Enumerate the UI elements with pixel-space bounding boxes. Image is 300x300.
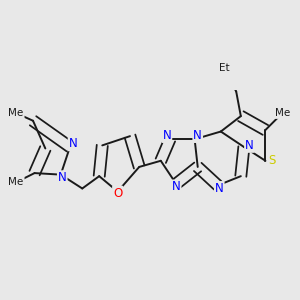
Text: S: S bbox=[268, 154, 276, 167]
Text: Me: Me bbox=[8, 177, 24, 187]
Text: Et: Et bbox=[219, 63, 229, 74]
Text: Me: Me bbox=[275, 108, 290, 118]
Text: N: N bbox=[193, 129, 202, 142]
Text: N: N bbox=[58, 171, 67, 184]
Text: Me: Me bbox=[8, 108, 24, 118]
Text: N: N bbox=[172, 180, 181, 194]
Text: N: N bbox=[245, 139, 254, 152]
Text: N: N bbox=[163, 129, 171, 142]
Text: N: N bbox=[215, 182, 224, 195]
Text: N: N bbox=[69, 137, 77, 150]
Text: O: O bbox=[113, 187, 122, 200]
